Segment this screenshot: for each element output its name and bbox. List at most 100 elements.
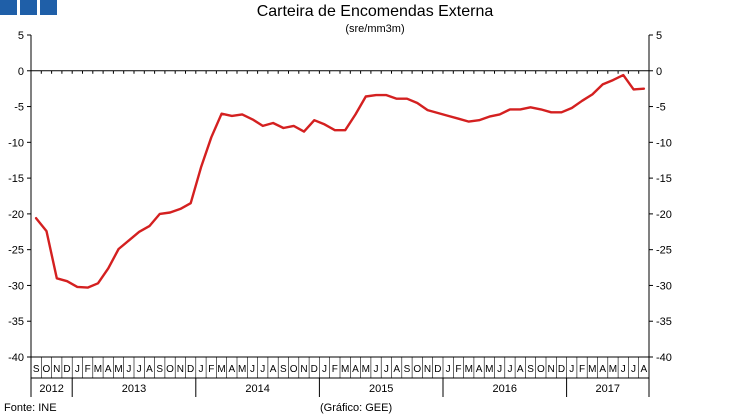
month-tick-label: J xyxy=(374,364,379,375)
y-tick-label-right: -40 xyxy=(656,352,672,364)
month-tick-label: M xyxy=(609,364,617,375)
month-tick-label: A xyxy=(393,364,400,375)
series-layer xyxy=(34,73,646,289)
month-tick-label: S xyxy=(156,364,163,375)
institution-logo-icon xyxy=(0,0,57,15)
month-tick-label: N xyxy=(177,364,184,375)
year-label: 2012 xyxy=(39,383,63,395)
month-tick-label: A xyxy=(476,364,483,375)
month-tick-label: A xyxy=(352,364,359,375)
month-tick-label: M xyxy=(465,364,473,375)
series-line xyxy=(34,73,646,289)
month-tick-label: M xyxy=(114,364,122,375)
y-tick-label-left: 5 xyxy=(18,30,24,42)
y-tick-label-right: -20 xyxy=(656,209,672,221)
month-tick-label: J xyxy=(446,364,451,375)
month-tick-label: M xyxy=(341,364,349,375)
month-tick-label: A xyxy=(146,364,153,375)
month-tick-label: J xyxy=(198,364,203,375)
year-label: 2016 xyxy=(493,383,517,395)
y-tick-label-right: 5 xyxy=(656,30,662,42)
y-tick-label-left: -30 xyxy=(8,280,24,292)
logo-square-2 xyxy=(20,0,37,15)
month-tick-label: F xyxy=(332,364,338,375)
y-tick-label-right: -30 xyxy=(656,280,672,292)
month-tick-label: J xyxy=(631,364,636,375)
month-tick-label: M xyxy=(485,364,493,375)
month-tick-label: O xyxy=(413,364,421,375)
month-tick-label: M xyxy=(217,364,225,375)
y-tick-label-left: -35 xyxy=(8,316,24,328)
chart-title: Carteira de Encomendas Externa xyxy=(256,3,494,20)
y-tick-label-right: -35 xyxy=(656,316,672,328)
month-tick-label: J xyxy=(507,364,512,375)
y-tick-label-right: -15 xyxy=(656,173,672,185)
y-tick-label-left: -40 xyxy=(8,352,24,364)
y-tick-label-right: -5 xyxy=(656,102,666,114)
chart-subtitle: (sre/mm3m) xyxy=(345,23,405,35)
month-tick-label: D xyxy=(187,364,194,375)
month-tick-label: A xyxy=(105,364,112,375)
credit-note: (Gráfico: GEE) xyxy=(320,402,393,414)
y-tick-label-left: -15 xyxy=(8,173,24,185)
month-tick-label: N xyxy=(548,364,555,375)
month-tick-label: M xyxy=(588,364,596,375)
month-tick-label: J xyxy=(260,364,265,375)
month-tick-label: O xyxy=(166,364,174,375)
month-tick-label: A xyxy=(517,364,524,375)
month-tick-label: A xyxy=(641,364,648,375)
month-tick-label: F xyxy=(208,364,214,375)
y-tick-label-left: -10 xyxy=(8,137,24,149)
month-tick-label: S xyxy=(527,364,534,375)
year-label: 2015 xyxy=(369,383,393,395)
month-tick-label: S xyxy=(404,364,411,375)
logo-square-1 xyxy=(0,0,17,15)
month-tick-label: D xyxy=(434,364,441,375)
y-tick-label-left: -5 xyxy=(14,102,24,114)
month-tick-label: J xyxy=(75,364,80,375)
month-tick-label: S xyxy=(280,364,287,375)
y-axis-right: 5 0 -5 -10 -15 -20 -25 -30 -35 -40 xyxy=(648,30,672,378)
month-tick-label: M xyxy=(238,364,246,375)
y-tick-label-right: -10 xyxy=(656,137,672,149)
month-tick-label: J xyxy=(384,364,389,375)
y-tick-label-right: -25 xyxy=(656,245,672,257)
y-tick-label-left: 0 xyxy=(18,66,24,78)
month-tick-label: F xyxy=(85,364,91,375)
month-tick-label: D xyxy=(63,364,70,375)
logo-square-3 xyxy=(40,0,57,15)
y-tick-label-left: -20 xyxy=(8,209,24,221)
month-tick-label: F xyxy=(579,364,585,375)
month-tick-label: O xyxy=(537,364,545,375)
month-tick-label: O xyxy=(290,364,298,375)
month-tick-label: N xyxy=(300,364,307,375)
year-label: 2013 xyxy=(122,383,146,395)
year-label: 2014 xyxy=(245,383,269,395)
month-tick-label: J xyxy=(126,364,131,375)
month-tick-label: D xyxy=(311,364,318,375)
year-label: 2017 xyxy=(596,383,620,395)
month-tick-label: J xyxy=(250,364,255,375)
month-tick-label: J xyxy=(497,364,502,375)
month-tick-label: M xyxy=(362,364,370,375)
y-tick-label-right: 0 xyxy=(656,66,662,78)
month-tick-label: F xyxy=(455,364,461,375)
month-tick-label: S xyxy=(33,364,40,375)
month-tick-label: J xyxy=(322,364,327,375)
y-axis-left: 5 0 -5 -10 -15 -20 -25 -30 -35 -40 xyxy=(8,30,32,378)
month-tick-label: A xyxy=(270,364,277,375)
month-tick-label: M xyxy=(94,364,102,375)
month-tick-label: A xyxy=(599,364,606,375)
source-note: Fonte: INE xyxy=(4,402,57,414)
month-tick-label: J xyxy=(137,364,142,375)
month-tick-label: J xyxy=(569,364,574,375)
month-tick-label: A xyxy=(229,364,236,375)
month-tick-label: N xyxy=(53,364,60,375)
month-tick-label: O xyxy=(43,364,51,375)
month-tick-label: J xyxy=(621,364,626,375)
month-tick-label: N xyxy=(424,364,431,375)
month-tick-label: D xyxy=(558,364,565,375)
y-tick-label-left: -25 xyxy=(8,245,24,257)
